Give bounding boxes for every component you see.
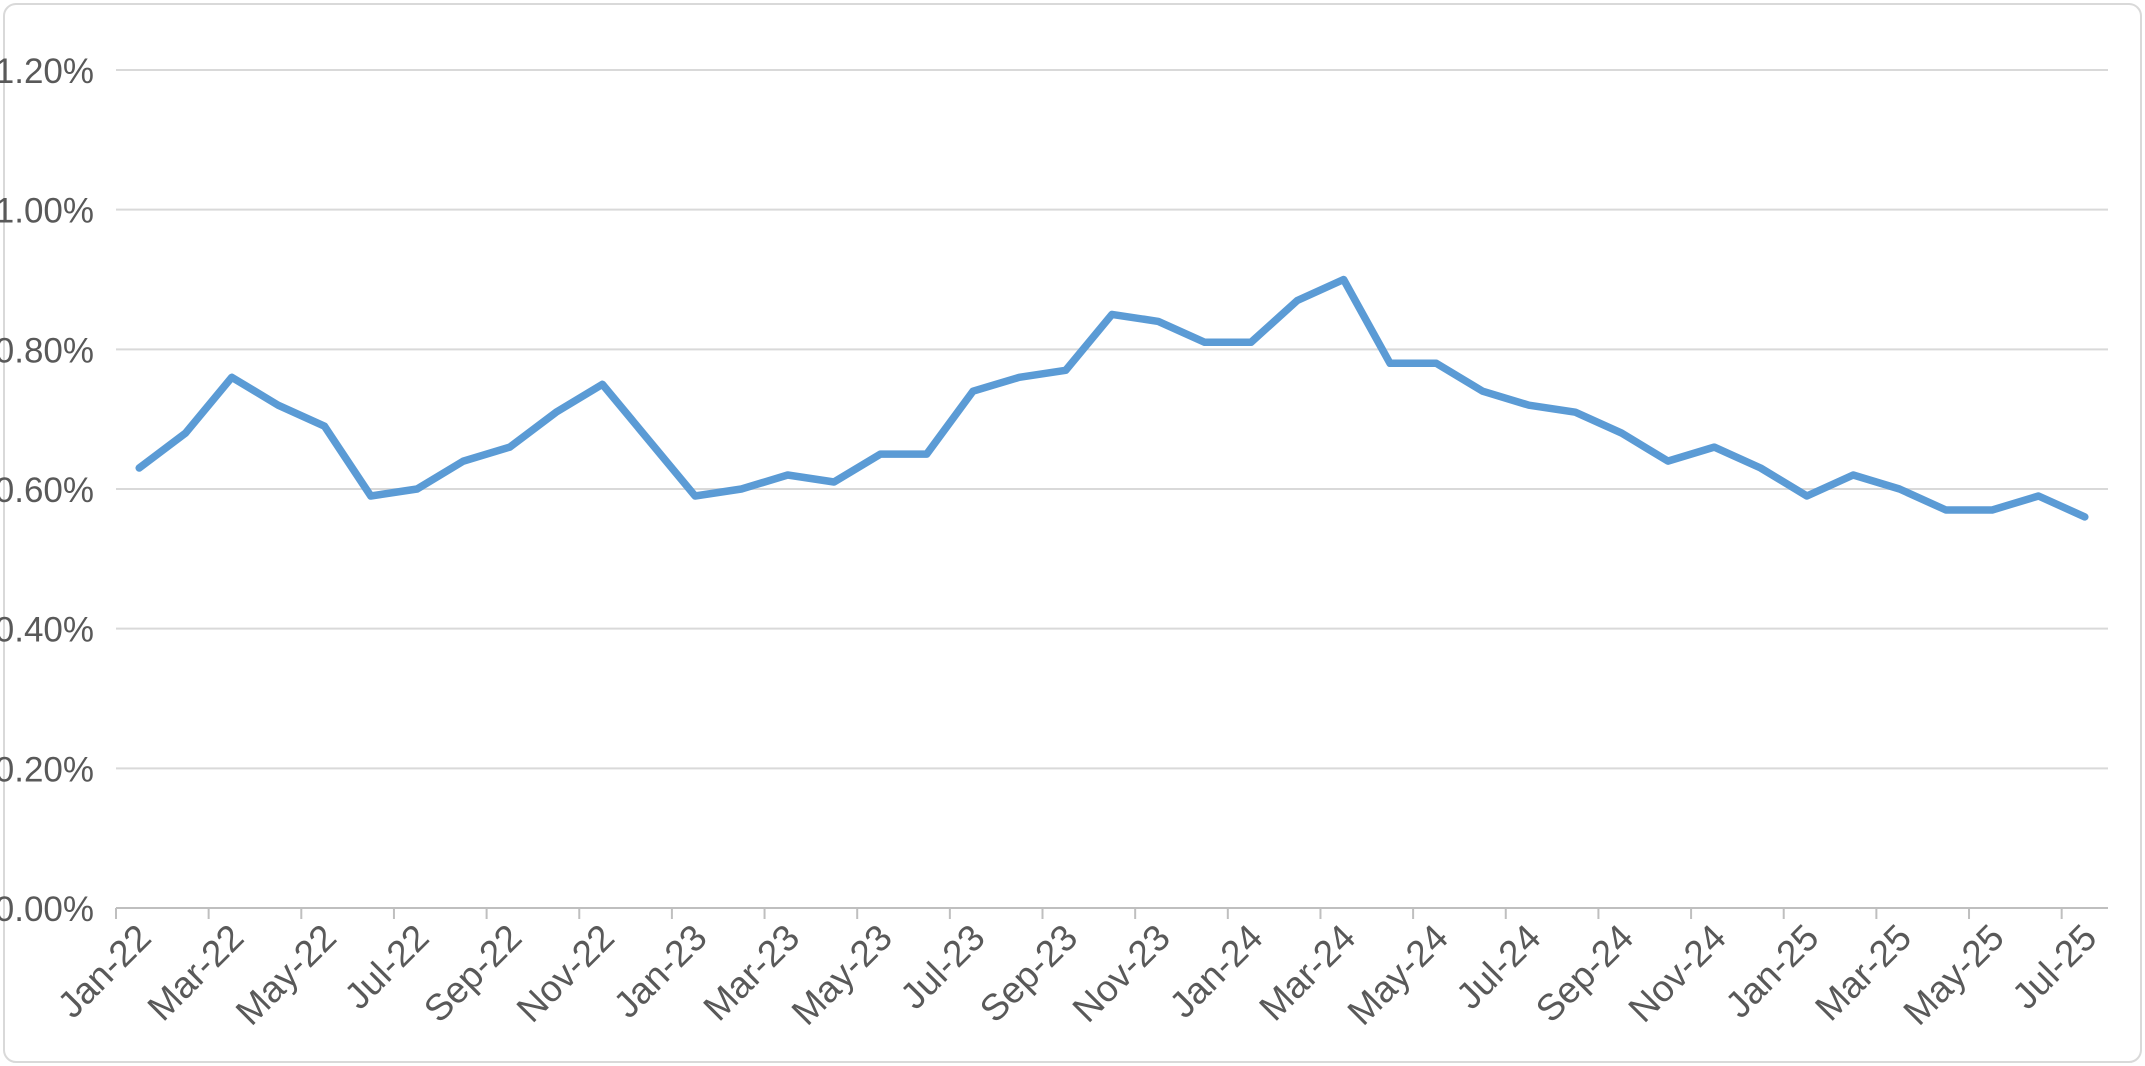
y-axis-tick-label: 0.80% [0,331,94,370]
y-axis-tick-label: 0.60% [0,471,94,510]
chart-border [3,3,2142,1063]
y-axis-tick-label: 0.20% [0,750,94,789]
data-series-line [135,275,2089,521]
y-axis-tick-label: 0.00% [0,890,94,929]
y-axis-tick-label: 1.00% [0,192,94,231]
y-axis-tick-label: 0.40% [0,611,94,650]
y-axis-tick-label: 1.20% [0,52,94,91]
